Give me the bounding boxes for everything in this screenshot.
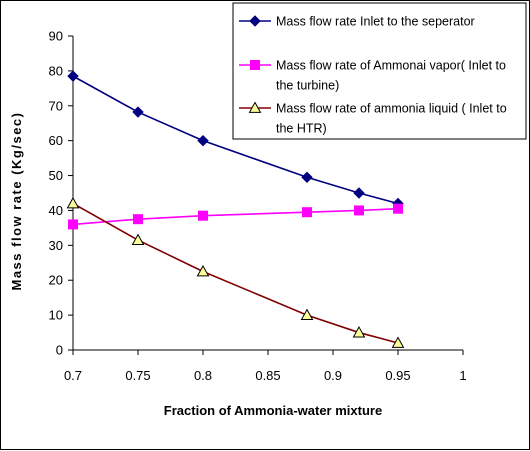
marker-square: [68, 219, 78, 230]
marker-diamond: [67, 70, 79, 82]
series-1: [67, 70, 404, 210]
y-tick-label: 70: [49, 98, 63, 113]
marker-triangle: [352, 326, 366, 338]
legend-entry-2: Mass flow rate of Ammonai vapor( Inlet t…: [239, 59, 506, 93]
series-3: [66, 196, 405, 348]
legend-entry-3: Mass flow rate of ammonia liquid ( Inlet…: [239, 101, 507, 136]
marker-square: [302, 207, 312, 218]
marker-triangle: [248, 101, 262, 113]
legend-label: Mass flow rate of Ammonai vapor( Inlet t…: [276, 59, 506, 73]
series-line: [72, 202, 399, 344]
legend-label: Mass flow rate Inlet to the seperator: [276, 15, 475, 29]
marker-diamond: [132, 106, 144, 118]
legend-label: Mass flow rate of ammonia liquid ( Inlet…: [276, 102, 507, 116]
series-line: [72, 207, 399, 226]
y-tick-label: 60: [49, 133, 63, 148]
marker-diamond: [353, 187, 365, 199]
legend-label: the HTR): [276, 122, 327, 136]
x-tick-label: 1: [459, 368, 466, 383]
x-axis-title: Fraction of Ammonia-water mixture: [164, 403, 382, 418]
legend: Mass flow rate Inlet to the seperator Mas…: [232, 2, 527, 140]
series-2: [68, 203, 403, 230]
y-tick-label: 80: [49, 63, 63, 78]
y-tick-label: 40: [49, 203, 63, 218]
marker-square: [354, 205, 364, 216]
legend-box: [232, 2, 527, 140]
x-tick-label: 0.8: [194, 368, 212, 383]
marker-square: [198, 210, 208, 221]
y-tick-label: 20: [49, 273, 63, 288]
y-tick-label: 90: [49, 29, 63, 44]
marker-diamond: [197, 134, 209, 147]
x-tick-label: 0.7: [64, 368, 82, 383]
y-tick-label: 30: [49, 238, 63, 253]
marker-triangle: [196, 264, 210, 277]
y-tick-label: 0: [56, 343, 63, 358]
marker-triangle: [66, 196, 80, 209]
x-tick-label: 0.75: [125, 368, 150, 383]
x-tick-label: 0.95: [385, 368, 410, 383]
legend-entry-1: Mass flow rate Inlet to the seperator: [239, 15, 475, 29]
y-ticks: 0 10 20 30 40 50 60 70 80 90: [49, 29, 73, 358]
marker-triangle: [391, 336, 405, 348]
y-tick-label: 50: [49, 168, 63, 183]
y-tick-label: 10: [49, 308, 63, 323]
x-tick-label: 0.85: [255, 368, 280, 383]
series-line: [72, 75, 399, 205]
marker-square: [133, 214, 143, 225]
marker-square: [250, 60, 260, 70]
series-layer: [66, 70, 405, 348]
x-tick-label: 0.9: [324, 368, 342, 383]
legend-label: the turbine): [276, 79, 339, 93]
marker-triangle: [131, 233, 145, 245]
marker-diamond: [301, 171, 313, 184]
y-axis-title: Mass flow rate (Kg/sec): [9, 112, 24, 291]
marker-square: [393, 203, 403, 214]
marker-triangle: [300, 308, 314, 321]
x-ticks: 0.7 0.75 0.8 0.85 0.9 0.95 1: [64, 350, 467, 383]
marker-diamond: [249, 15, 261, 27]
